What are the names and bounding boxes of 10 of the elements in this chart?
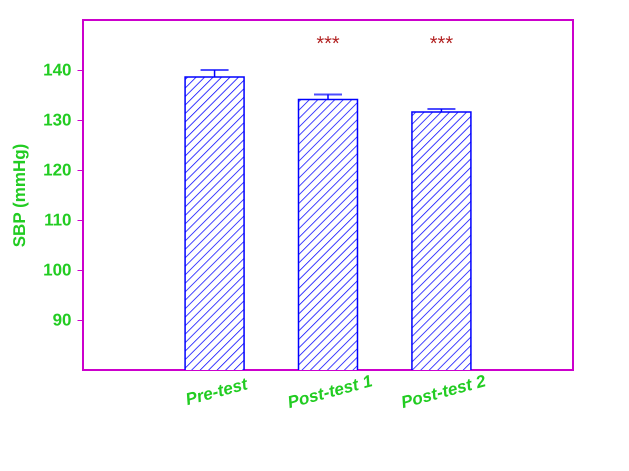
y-tick-label: 120 [43, 160, 72, 180]
y-tick-label: 90 [52, 310, 72, 330]
y-tick-label: 130 [43, 110, 72, 130]
y-tick-label: 140 [43, 60, 72, 80]
annotation: *** [430, 33, 454, 55]
y-tick-label: 100 [43, 260, 72, 280]
annotation: *** [316, 33, 340, 55]
y-tick-label: 110 [44, 210, 72, 230]
x-tick-label: Pre-test [183, 374, 251, 410]
y-axis-title: SBP (mmHg) [10, 144, 30, 248]
